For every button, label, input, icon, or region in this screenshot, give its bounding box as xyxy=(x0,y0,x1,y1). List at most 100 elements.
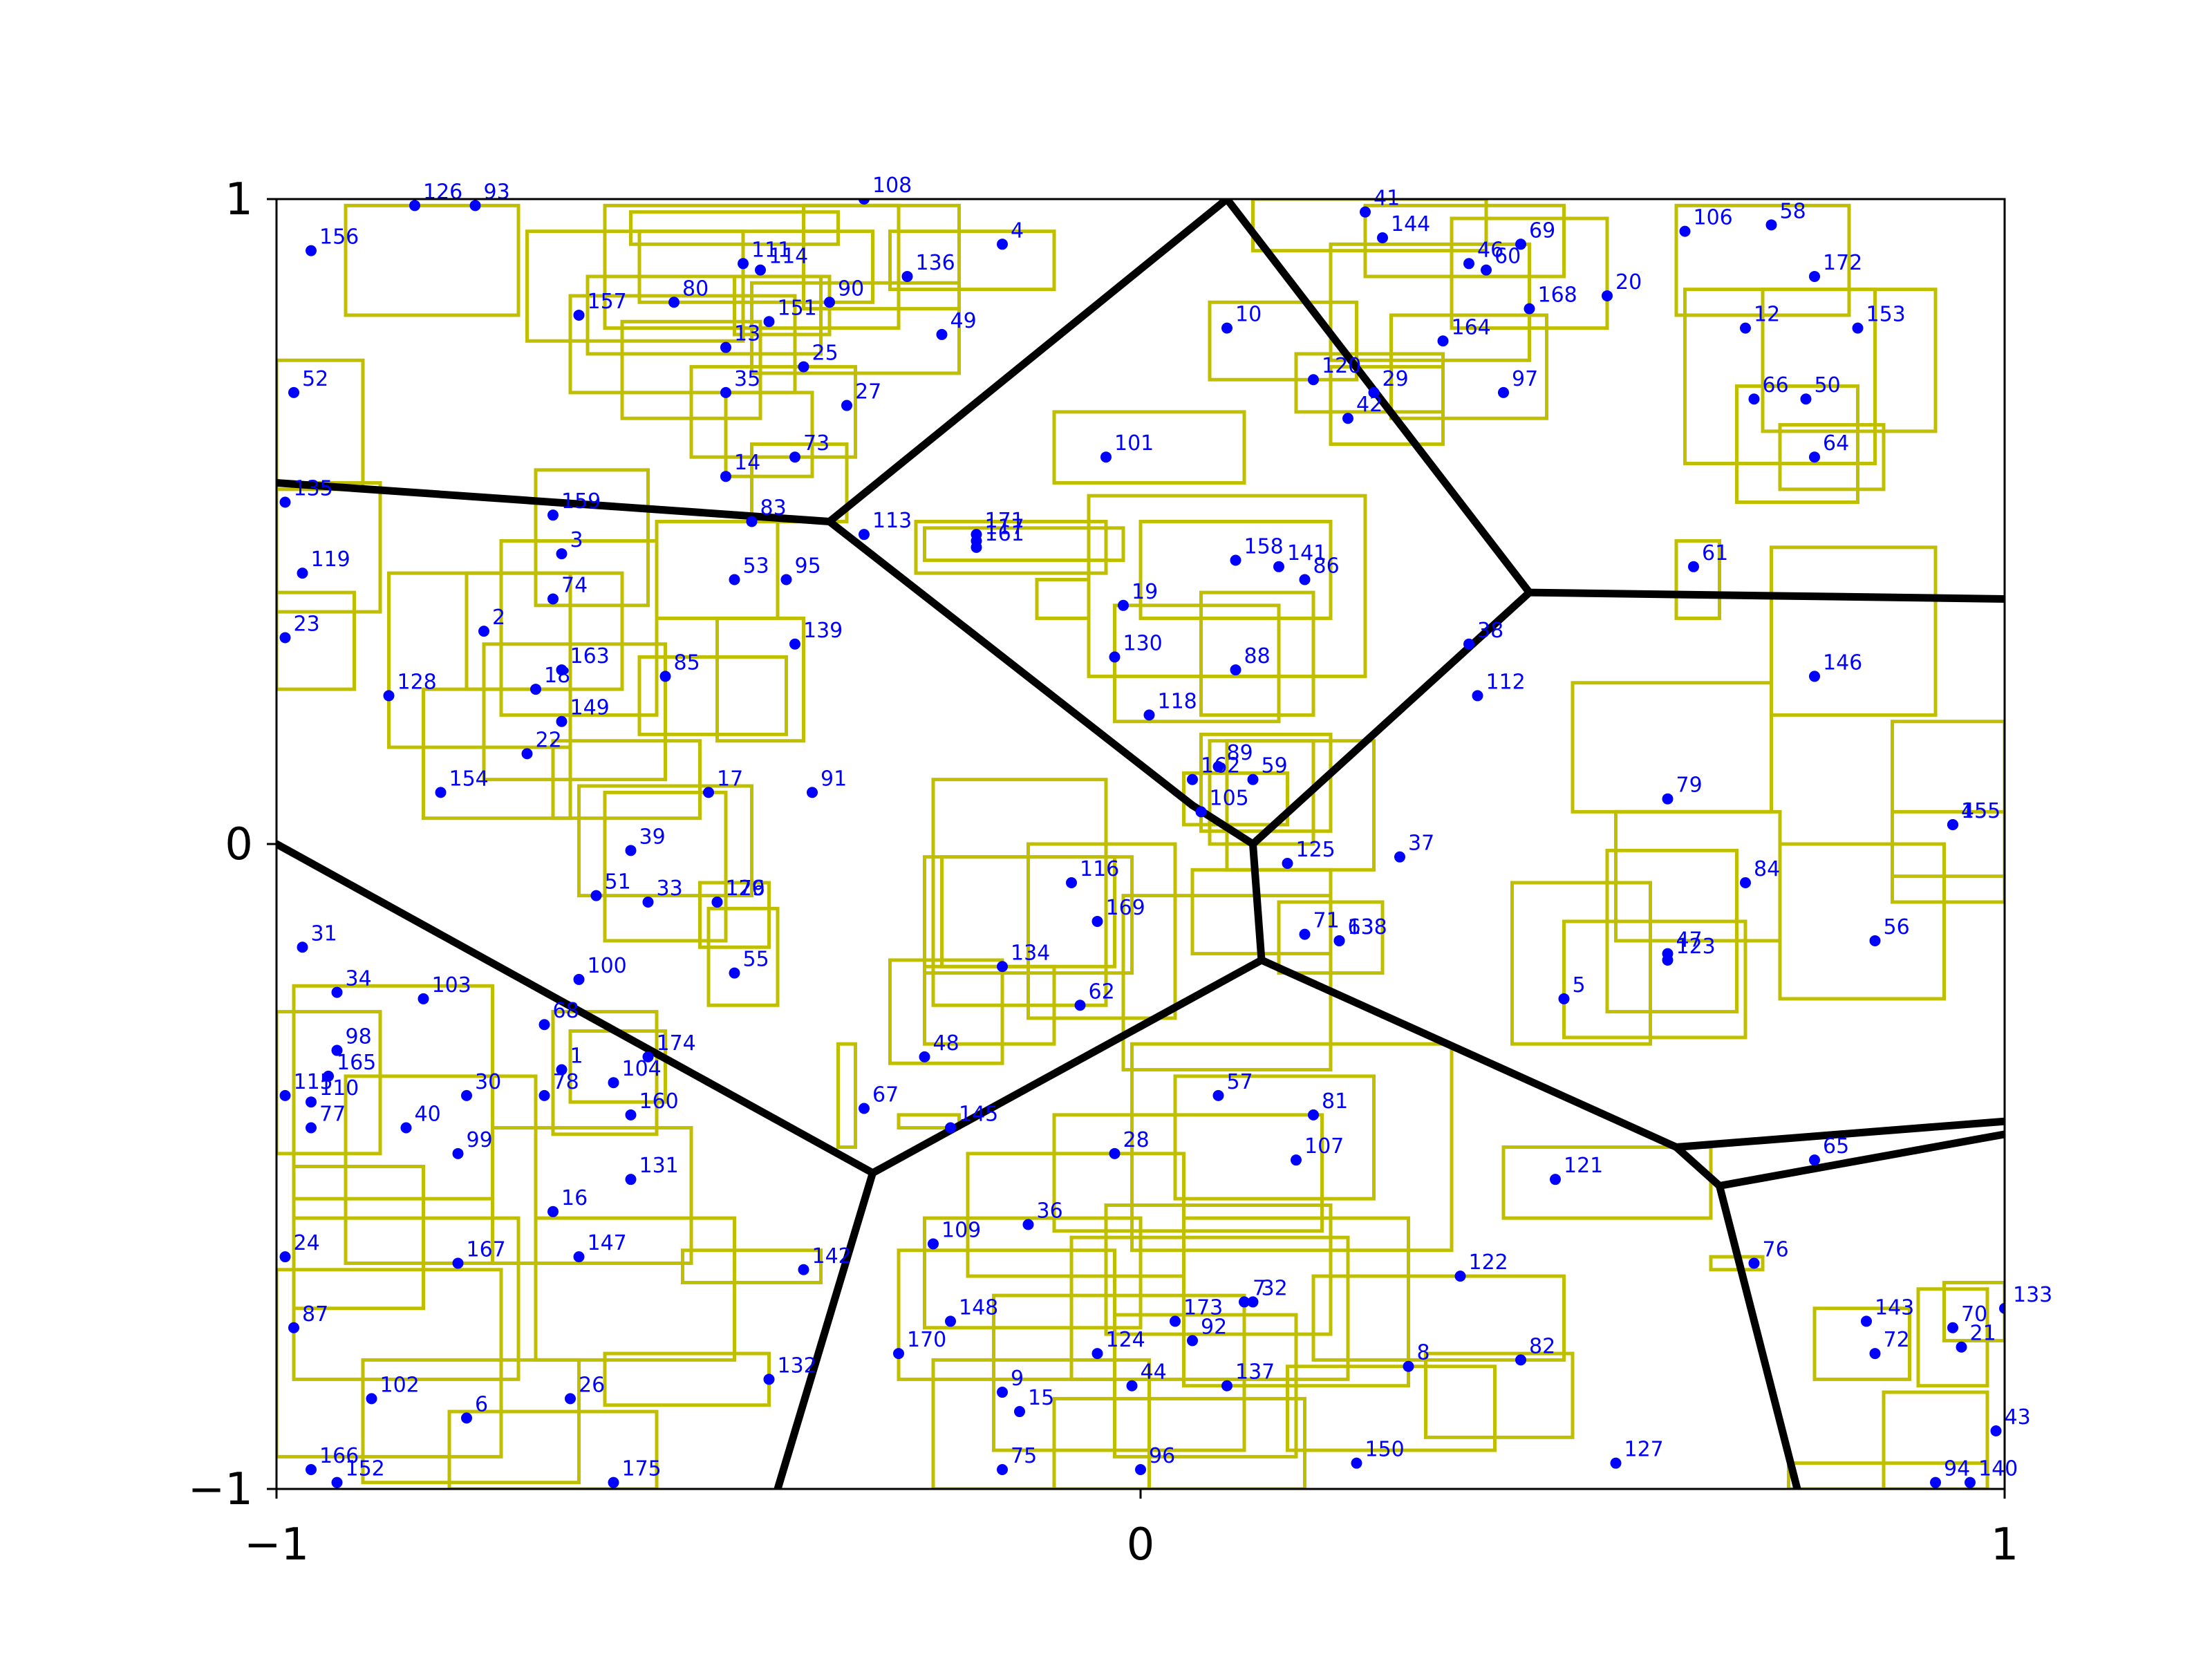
bounding-rectangle xyxy=(1087,494,1367,678)
point-label: 45 xyxy=(1961,799,1987,823)
point-label: 80 xyxy=(682,276,709,301)
point-label: 32 xyxy=(1262,1276,1288,1300)
data-point xyxy=(1809,451,1820,463)
bounding-rectangle xyxy=(1329,242,1531,362)
point-label: 127 xyxy=(1624,1438,1664,1462)
data-point xyxy=(1463,638,1474,650)
bounding-rectangle xyxy=(387,571,572,749)
data-point xyxy=(279,1089,291,1101)
data-point xyxy=(573,973,585,985)
point-label: 135 xyxy=(294,477,333,501)
point-label: 167 xyxy=(467,1237,506,1262)
point-label: 106 xyxy=(1694,206,1733,230)
data-point xyxy=(1377,232,1388,243)
point-label: 153 xyxy=(1866,303,1906,327)
point-label: 157 xyxy=(588,290,627,314)
point-label: 23 xyxy=(294,612,320,636)
voronoi-edge xyxy=(1526,588,2005,603)
point-label: 75 xyxy=(1011,1444,1037,1468)
data-point xyxy=(1524,303,1535,315)
point-label: 20 xyxy=(1615,270,1642,294)
bounding-rectangle xyxy=(637,655,788,736)
voronoi-edge xyxy=(774,1169,877,1489)
bounding-rectangle xyxy=(706,906,780,1007)
point-label: 149 xyxy=(570,696,610,720)
point-label: 118 xyxy=(1158,689,1197,713)
bounding-rectangle xyxy=(888,958,1004,1065)
voronoi-edge xyxy=(1672,1117,2005,1152)
data-point xyxy=(279,496,291,508)
bounding-rectangle xyxy=(551,1010,659,1136)
data-point xyxy=(556,664,568,676)
data-point xyxy=(1282,857,1293,869)
point-label: 105 xyxy=(1210,786,1249,810)
bounding-rectangle xyxy=(923,526,1125,562)
data-point xyxy=(530,684,541,695)
point-label: 100 xyxy=(588,954,627,978)
data-point xyxy=(1118,599,1129,611)
point-label: 39 xyxy=(639,825,666,849)
voronoi-edge xyxy=(1716,1130,2005,1190)
point-label: 159 xyxy=(561,489,601,514)
data-point xyxy=(1740,877,1751,888)
data-point xyxy=(625,845,637,856)
point-label: 165 xyxy=(337,1051,376,1075)
point-label: 156 xyxy=(319,225,359,250)
bounding-rectangle xyxy=(1311,1274,1566,1362)
point-label: 146 xyxy=(1823,650,1862,675)
point-label: 60 xyxy=(1494,245,1521,269)
point-label: 22 xyxy=(536,728,562,752)
data-point xyxy=(1299,574,1311,585)
bounding-rectangle xyxy=(1104,1203,1333,1336)
data-point xyxy=(720,471,731,482)
point-label: 14 xyxy=(734,451,760,475)
data-point xyxy=(1748,393,1760,405)
point-label: 13 xyxy=(734,322,760,346)
point-label: 174 xyxy=(657,1031,696,1056)
data-point xyxy=(755,264,766,276)
bounding-rectangle xyxy=(344,203,521,317)
data-point xyxy=(798,361,809,373)
bounding-rectangle xyxy=(568,294,797,395)
data-point xyxy=(1247,774,1259,785)
point-label: 155 xyxy=(1961,799,2000,823)
data-point xyxy=(945,1315,956,1327)
bounding-rectangle xyxy=(931,1358,1151,1489)
bounding-rectangle xyxy=(1130,1042,1454,1253)
bounding-rectangle xyxy=(1605,848,1738,1014)
data-point xyxy=(452,1257,464,1269)
data-point xyxy=(1861,1315,1872,1327)
point-label: 97 xyxy=(1512,367,1538,391)
bounding-rectangle xyxy=(447,1409,659,1489)
point-label: 102 xyxy=(380,1373,420,1397)
data-point xyxy=(1333,935,1345,946)
data-point xyxy=(1273,561,1284,572)
data-point xyxy=(556,715,568,727)
data-point xyxy=(409,200,420,212)
data-point xyxy=(1109,1147,1121,1159)
point-label: 56 xyxy=(1884,915,1910,939)
point-label: 27 xyxy=(855,380,881,404)
data-point xyxy=(1066,877,1077,888)
bounding-rectangle xyxy=(931,778,1108,1007)
point-label: 140 xyxy=(1978,1457,2018,1481)
data-point xyxy=(331,1477,343,1488)
data-point xyxy=(1515,238,1526,250)
point-label: 147 xyxy=(588,1231,627,1255)
bounding-rectangle xyxy=(1363,203,1566,279)
point-label: 169 xyxy=(1106,896,1145,920)
point-label: 92 xyxy=(1201,1315,1227,1339)
point-label: 132 xyxy=(778,1353,817,1378)
data-point xyxy=(1662,954,1674,966)
data-point xyxy=(1852,322,1864,334)
point-label: 2 xyxy=(492,606,505,630)
data-point xyxy=(306,245,317,256)
voronoi-edge xyxy=(276,840,877,1177)
bounding-rectangle xyxy=(1052,1396,1306,1489)
point-label: 85 xyxy=(674,650,700,675)
point-label: 83 xyxy=(760,496,787,521)
voronoi-edge xyxy=(1249,840,1266,964)
bounding-rectangle xyxy=(499,538,659,717)
data-point xyxy=(997,238,1008,250)
point-label: 48 xyxy=(933,1031,959,1056)
